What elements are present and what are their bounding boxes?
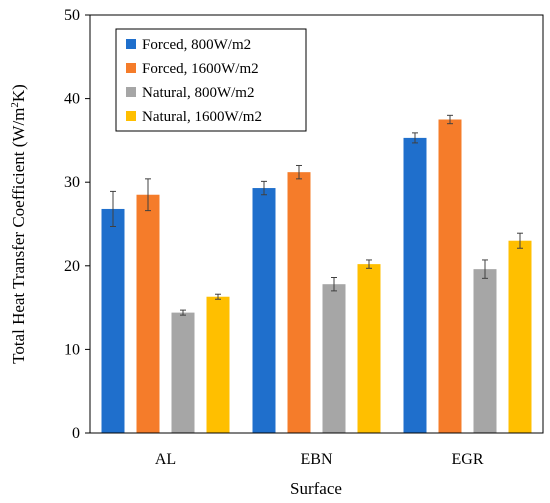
x-tick-label: EGR (452, 451, 484, 468)
y-tick-label: 30 (64, 174, 80, 191)
x-axis: AL EBN EGR (155, 451, 484, 468)
legend-label: Forced, 800W/m2 (142, 37, 251, 53)
y-axis-title: Total Heat Transfer Coefficient (W/m2K) (9, 84, 28, 364)
x-axis-title: Surface (290, 479, 342, 498)
bar (438, 119, 462, 433)
plot-frame (89, 14, 544, 434)
bar (101, 208, 125, 433)
y-tick-label: 20 (64, 258, 80, 275)
legend-label: Natural, 1600W/m2 (142, 109, 262, 125)
legend-swatch (126, 111, 136, 121)
bar (322, 284, 346, 433)
legend-swatch (126, 39, 136, 49)
bar (252, 188, 276, 433)
legend-swatch (126, 63, 136, 73)
y-axis-title-superscript: 2 (9, 102, 21, 108)
legend: Forced, 800W/m2 Forced, 1600W/m2 Natural, … (115, 28, 307, 132)
bars (101, 119, 532, 433)
bar (136, 194, 160, 433)
bar (473, 269, 497, 433)
y-tick-label: 0 (72, 425, 80, 442)
y-tick-label: 10 (64, 341, 80, 358)
bar (287, 172, 311, 433)
x-tick-label: EBN (301, 451, 333, 468)
y-axis: 0 10 20 30 40 50 (64, 7, 90, 442)
error-bars (110, 114, 523, 316)
bar (171, 312, 195, 433)
legend-label: Forced, 1600W/m2 (142, 61, 259, 77)
legend-label: Natural, 800W/m2 (142, 85, 254, 101)
bar (508, 240, 532, 433)
y-axis-title-end: K) (9, 84, 28, 102)
legend-swatch (126, 87, 136, 97)
legend-box (115, 28, 307, 132)
bar (357, 264, 381, 433)
bar (206, 296, 230, 433)
y-axis-title-main: Total Heat Transfer Coefficient (W/m (9, 108, 28, 364)
y-tick-label: 40 (64, 91, 80, 108)
y-tick-label: 50 (64, 7, 80, 24)
bar (403, 137, 427, 433)
x-tick-label: AL (155, 451, 176, 468)
